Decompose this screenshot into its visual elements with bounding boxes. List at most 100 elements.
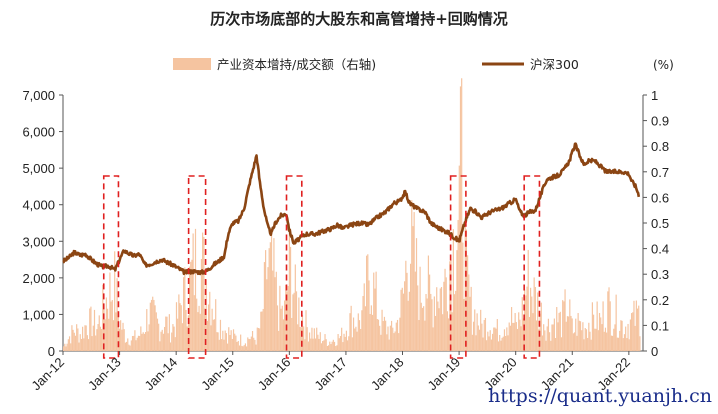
bar [455, 290, 457, 351]
watermark: https://quant.yuanjh.cn [488, 385, 712, 407]
bar [385, 320, 387, 351]
bar [621, 320, 623, 351]
bar [218, 339, 220, 351]
bar [318, 338, 320, 351]
bar [153, 299, 155, 351]
bar [330, 344, 332, 351]
bar [288, 232, 290, 351]
bar [437, 301, 439, 351]
x-tick-label: Jan-14 [142, 355, 181, 394]
bar [366, 255, 368, 351]
bar [396, 319, 399, 351]
bar [546, 326, 548, 351]
bar [596, 301, 598, 351]
bar [470, 286, 472, 351]
bar [502, 336, 504, 351]
bar [590, 339, 592, 351]
bar-series [63, 78, 641, 351]
bar [427, 255, 430, 351]
bar [355, 326, 357, 351]
bar [398, 333, 400, 351]
bar [576, 335, 578, 351]
bar [406, 272, 408, 351]
highlight-box [449, 175, 467, 359]
bar [118, 328, 121, 351]
bar [462, 242, 464, 351]
bar [514, 313, 516, 351]
bar [249, 339, 251, 351]
bar [451, 312, 453, 351]
bar [66, 343, 68, 351]
bar [190, 261, 192, 351]
bar [569, 299, 571, 351]
bar [183, 277, 185, 351]
bar [282, 319, 285, 351]
bar [68, 336, 71, 351]
bar [400, 289, 402, 351]
bar [300, 327, 302, 351]
bar [464, 226, 466, 351]
bar [374, 288, 376, 351]
bar [73, 332, 75, 351]
bar [434, 315, 437, 351]
bar [585, 329, 588, 351]
bar [333, 341, 336, 351]
bar [203, 236, 205, 351]
bar [197, 312, 199, 351]
bar [181, 323, 184, 351]
bar [348, 336, 350, 351]
bar [82, 326, 84, 351]
bar [121, 329, 123, 351]
bar [507, 335, 509, 351]
bar [344, 336, 346, 351]
bar [452, 229, 454, 351]
bar [595, 328, 597, 351]
bar [314, 338, 317, 351]
bar [105, 297, 107, 351]
bar [481, 323, 483, 351]
bar [114, 251, 116, 351]
bar [215, 299, 217, 351]
bar [268, 248, 270, 351]
bar [362, 296, 364, 351]
bar [97, 324, 99, 351]
bar [96, 329, 98, 351]
bar [623, 334, 626, 351]
bar [635, 300, 637, 351]
right-axis-unit: (%) [653, 58, 674, 72]
bar [631, 313, 633, 351]
bar [161, 329, 163, 351]
bar [224, 330, 226, 351]
bar [294, 264, 296, 351]
bar [526, 286, 528, 351]
bar [235, 335, 237, 351]
x-tick-label: Jan-16 [255, 355, 294, 394]
bar [85, 325, 87, 351]
bar [192, 233, 194, 351]
bar [484, 317, 487, 351]
bar [488, 336, 490, 351]
bar [607, 291, 609, 351]
bar [159, 341, 161, 351]
bar [186, 326, 188, 351]
bar [444, 268, 446, 351]
left-tick-label: 0 [48, 344, 55, 359]
bar [210, 325, 212, 351]
bar [349, 313, 351, 351]
bar [601, 324, 603, 351]
bar [306, 327, 308, 351]
bar [540, 302, 542, 351]
bar [482, 337, 484, 351]
bar [343, 333, 345, 351]
bar [275, 271, 277, 351]
bar [98, 315, 100, 351]
bar [196, 298, 198, 351]
bar [534, 287, 536, 351]
bar [421, 307, 424, 351]
bar [185, 309, 187, 351]
bar [169, 342, 172, 351]
bar [602, 301, 604, 351]
bar [370, 305, 372, 351]
bar [255, 344, 257, 351]
bar [368, 280, 370, 351]
